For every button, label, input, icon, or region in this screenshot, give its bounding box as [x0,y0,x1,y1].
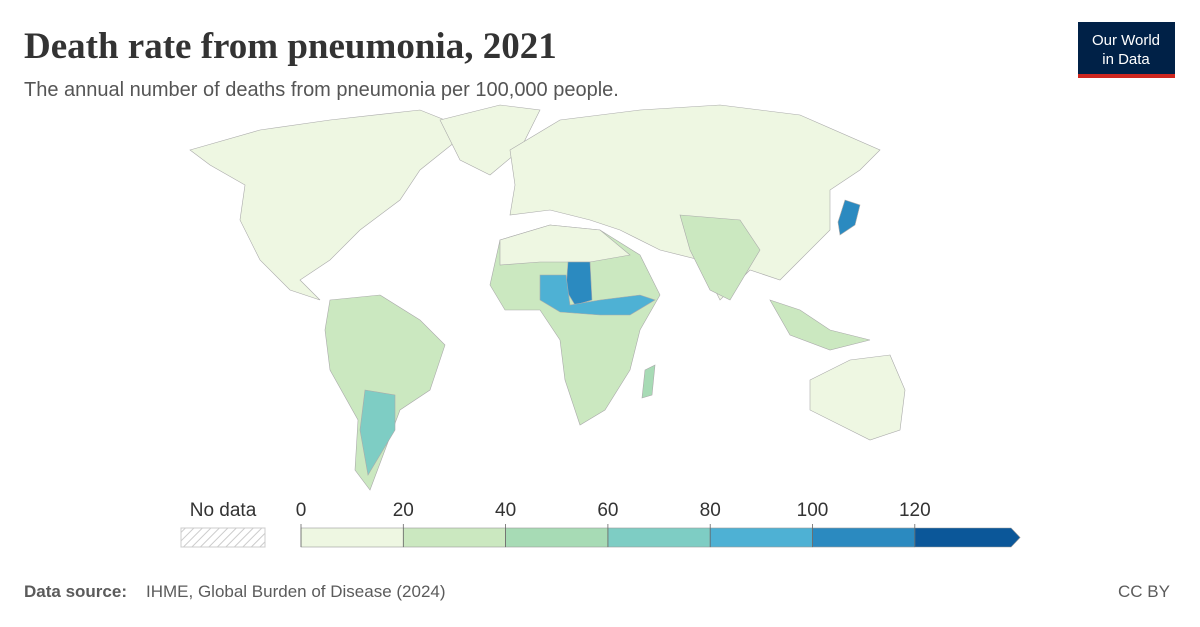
legend-bin [505,527,609,548]
legend-bin [812,527,916,548]
north-america [189,109,471,301]
argentina [359,389,396,476]
legend-bin [402,527,506,548]
source: IHME, Global Burden of Disease (2024) [146,582,446,601]
legend-tick-label: 80 [700,500,721,521]
subtitle: The annual number of deaths from pneumon… [24,79,619,101]
legend-bin [300,527,404,548]
legend-tick-label: 60 [597,500,618,521]
south-america [324,294,446,491]
title: Death rate from pneumonia, 2021 [24,26,557,67]
logo-text: in Data [1102,51,1150,68]
north-africa [499,224,631,266]
logo-text: Our World [1092,32,1160,49]
source-label: Data source: [24,582,127,601]
africa [489,224,661,426]
legend-tick-label: 40 [495,500,516,521]
central-africa [539,274,656,316]
legend-tick-label: 120 [899,500,931,521]
legend-bin-open [914,527,1021,548]
no-data-swatch [180,527,266,548]
legend-tick-label: 20 [393,500,414,521]
madagascar [641,364,656,399]
logo: Our World in Data [1078,22,1175,78]
legend: No data 0 20 40 60 80 100 120 [180,500,1021,548]
southeast-asia [769,299,871,351]
legend-tick-label: 100 [797,500,829,521]
logo-bar [1078,74,1175,78]
no-data-label: No data [190,500,257,521]
world-map [189,104,906,491]
logo-box [1078,22,1175,74]
legend-bin [607,527,711,548]
legend-bin [709,527,813,548]
license: CC BY [1118,582,1170,601]
australia [809,354,906,441]
japan [837,199,861,236]
legend-tick-label: 0 [296,500,307,521]
europe-asia [509,104,881,301]
south-asia [679,214,761,301]
